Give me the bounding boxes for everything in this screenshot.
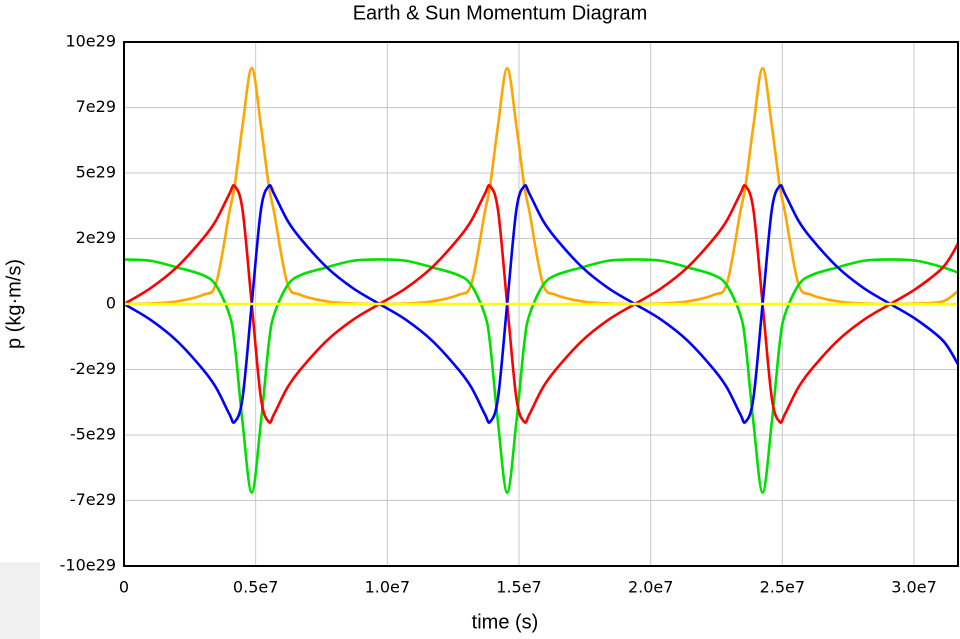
y-tick-label: 2e29: [76, 228, 116, 247]
y-axis-title: p (kg·m/s): [3, 259, 25, 349]
x-tick-label: 0.5e7: [233, 578, 278, 597]
series-line: [124, 258, 958, 494]
x-tick-label: 2.5e7: [760, 578, 805, 597]
series-line: [124, 184, 958, 424]
plot-lines: [124, 66, 958, 494]
x-tick-label: 0: [119, 578, 129, 597]
chart-title: Earth & Sun Momentum Diagram: [353, 2, 648, 24]
plot-frame: [123, 41, 959, 567]
y-tick-label: -10e29: [60, 556, 116, 575]
tick-labels: 10e297e295e292e290-2e29-5e29-7e29-10e290…: [60, 32, 937, 597]
x-axis-title: time (s): [472, 611, 539, 633]
y-tick-label: -5e29: [70, 425, 116, 444]
series-line: [124, 184, 958, 424]
y-tick-label: -2e29: [70, 359, 116, 378]
corner-panel: [0, 562, 40, 639]
x-tick-label: 3.0e7: [891, 578, 936, 597]
x-tick-label: 2.0e7: [628, 578, 673, 597]
series-line: [124, 66, 958, 306]
y-tick-label: -7e29: [70, 490, 116, 509]
y-tick-label: 7e29: [76, 97, 116, 116]
y-tick-label: 5e29: [76, 163, 116, 182]
y-tick-label: 10e29: [65, 32, 116, 51]
x-tick-label: 1.0e7: [365, 578, 410, 597]
y-tick-label: 0: [106, 294, 116, 313]
x-tick-label: 1.5e7: [496, 578, 541, 597]
